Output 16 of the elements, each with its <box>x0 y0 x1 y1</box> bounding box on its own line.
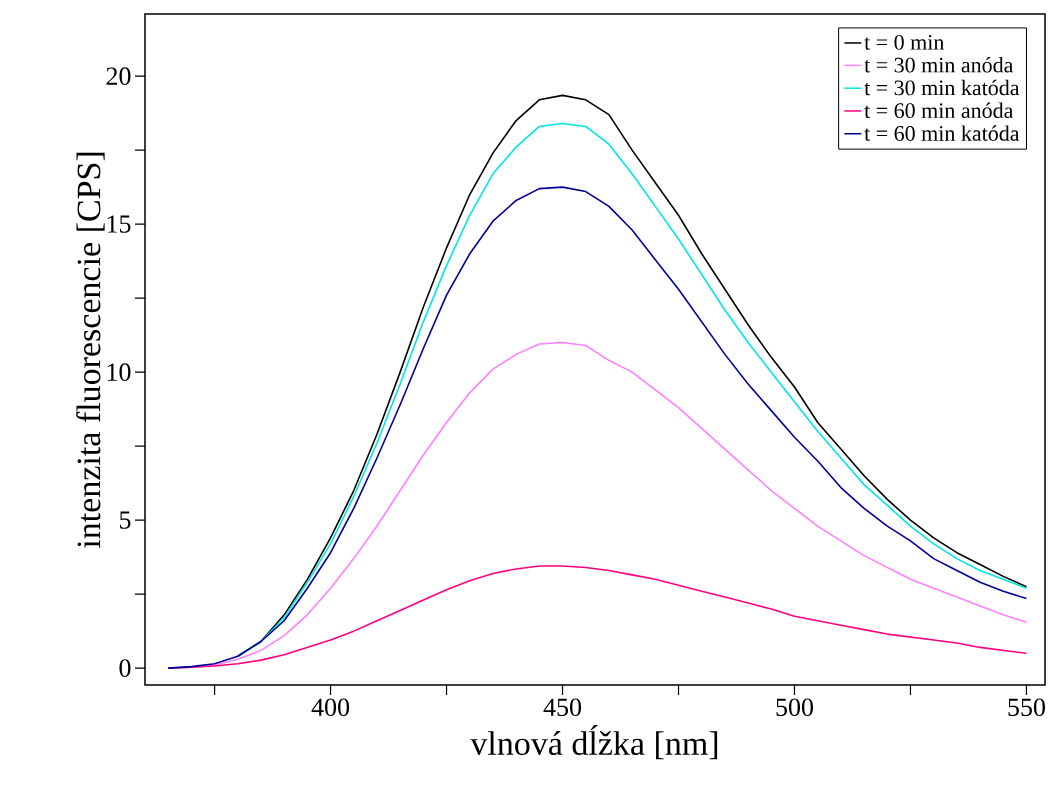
y-tick-label: 5 <box>120 511 131 529</box>
x-tick-label: 450 <box>543 698 582 717</box>
x-tick-label: 500 <box>776 698 814 717</box>
x-tick-label: 400 <box>311 698 350 717</box>
legend-label: t = 30 min katóda <box>864 79 1020 96</box>
y-tick-label: 15 <box>107 215 131 233</box>
legend-label: t = 60 min anóda <box>864 102 1014 119</box>
y-tick-label: 10 <box>107 363 131 381</box>
legend-label: t = 0 min <box>864 34 945 50</box>
legend-label: t = 30 min anóda <box>864 57 1014 73</box>
y-tick-label: 0 <box>119 659 131 677</box>
y-axis-title: intenzita fluorescencie [CPS] <box>76 152 105 548</box>
legend-label: t = 60 min katóda <box>864 125 1020 141</box>
y-tick-label: 20 <box>106 67 131 85</box>
x-tick-label: 550 <box>1008 698 1045 717</box>
x-axis-title: vlnová dĺžka [nm] <box>470 724 718 760</box>
